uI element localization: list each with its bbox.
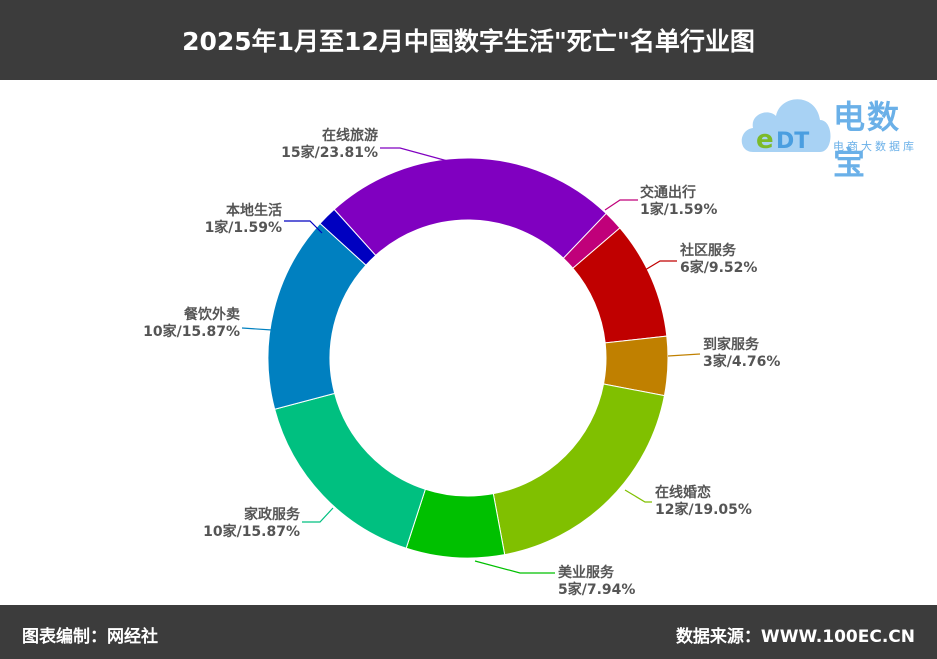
footer-source: 数据来源：WWW.100EC.CN (675, 627, 915, 647)
slice-value: 10家/15.87% (203, 524, 300, 540)
slice-name: 在线婚恋 (655, 485, 711, 501)
slice-label: 在线旅游 15家/23.81% (281, 128, 378, 162)
leader-line (644, 260, 677, 271)
slice-name: 到家服务 (703, 337, 759, 353)
slice-label: 在线婚恋 12家/19.05% (655, 485, 752, 519)
slice-label: 交通出行 1家/1.59% (640, 185, 717, 219)
svg-text:e: e (756, 125, 774, 155)
slice-label: 家政服务 10家/15.87% (203, 507, 300, 541)
logo-name: 电数宝 (833, 98, 902, 182)
slice-label: 到家服务 3家/4.76% (703, 337, 780, 371)
slice-name: 社区服务 (680, 243, 736, 259)
slice-value: 1家/1.59% (204, 220, 282, 236)
slice-label: 美业服务 5家/7.94% (558, 565, 635, 599)
leader-line (604, 199, 638, 211)
leader-line (302, 507, 334, 523)
svg-text:DT: DT (776, 129, 809, 154)
leader-line (241, 327, 273, 331)
slice-value: 5家/7.94% (558, 582, 636, 598)
leader-line (474, 560, 555, 574)
logo-subtitle: 电商大数据库 (833, 140, 917, 153)
slice-value: 12家/19.05% (655, 502, 752, 518)
slice-name: 本地生活 (226, 203, 282, 219)
slice-name: 餐饮外卖 (184, 307, 240, 323)
slice-name: 在线旅游 (322, 128, 378, 144)
slice-name: 交通出行 (640, 185, 696, 201)
slice-在线婚恋 (492, 383, 666, 556)
slice-在线旅游 (333, 157, 607, 259)
slice-本地生活 (319, 208, 377, 266)
slice-name: 美业服务 (558, 565, 614, 581)
slice-label: 餐饮外卖 10家/15.87% (143, 307, 240, 341)
cloud-logo-icon: e DT (741, 99, 831, 155)
slice-value: 3家/4.76% (703, 354, 781, 370)
slice-label: 社区服务 6家/9.52% (680, 243, 757, 277)
leader-line (667, 353, 701, 357)
donut-chart (241, 147, 701, 574)
leader-line (284, 220, 323, 234)
slice-label: 本地生活 1家/1.59% (205, 203, 282, 237)
footer: 图表编制：网经社 数据来源：WWW.100EC.CN (0, 605, 937, 659)
leader-line (380, 147, 456, 164)
chart-title: 2025年1月至12月中国数字生活"死亡"名单行业图 (0, 0, 937, 80)
leader-line (624, 489, 652, 503)
slice-value: 10家/15.87% (143, 324, 240, 340)
slice-value: 6家/9.52% (680, 260, 758, 276)
footer-credit: 图表编制：网经社 (22, 627, 158, 647)
slice-name: 家政服务 (244, 507, 300, 523)
slice-value: 1家/1.59% (640, 202, 718, 218)
logo: e DT 电数宝 电商大数据库 (738, 86, 933, 182)
slice-value: 15家/23.81% (281, 145, 378, 161)
